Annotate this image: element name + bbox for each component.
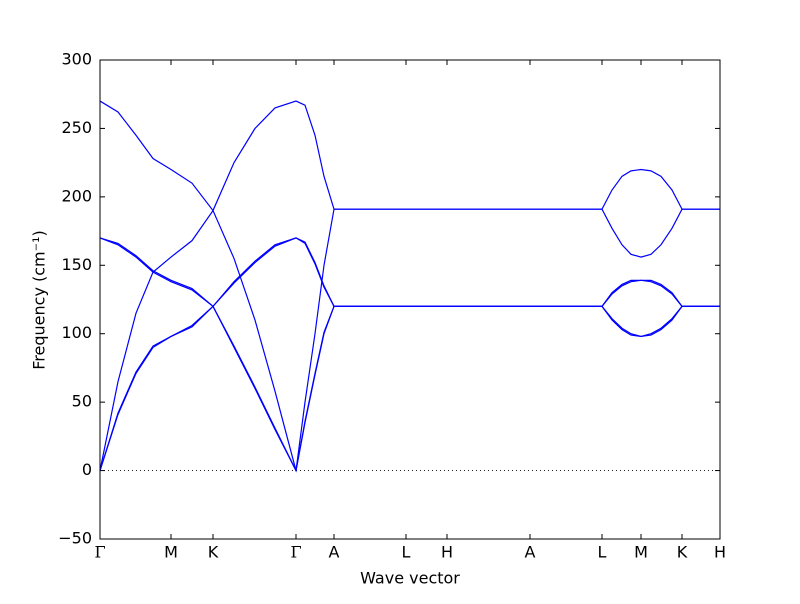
y-tick-label: 250	[61, 118, 92, 137]
y-tick-label: −50	[58, 529, 92, 548]
y-tick-label: 50	[72, 392, 92, 411]
x-tick-label: H	[714, 543, 726, 562]
x-tick-label: A	[329, 543, 340, 562]
x-tick-label: L	[598, 543, 607, 562]
x-tick-label: M	[164, 543, 178, 562]
x-tick-label: K	[208, 543, 219, 562]
y-tick-label: 0	[82, 460, 92, 479]
x-tick-label: A	[525, 543, 536, 562]
x-tick-label: Γ	[290, 543, 301, 562]
x-tick-label: L	[402, 543, 411, 562]
x-tick-label: M	[634, 543, 648, 562]
x-tick-label: H	[441, 543, 453, 562]
y-tick-label: 200	[61, 186, 92, 205]
y-tick-label: 100	[61, 323, 92, 342]
band-line	[99, 100, 720, 471]
y-axis-label: Frequency (cm⁻¹)	[30, 230, 49, 369]
band-line	[99, 305, 720, 473]
band-line	[99, 100, 720, 471]
x-tick-label: Γ	[94, 543, 105, 562]
x-tick-label: K	[677, 543, 688, 562]
x-axis-label: Wave vector	[360, 569, 460, 588]
y-tick-label: 150	[61, 255, 92, 274]
y-tick-label: 300	[61, 50, 92, 69]
plot-frame	[99, 59, 721, 540]
band-line	[99, 237, 720, 308]
